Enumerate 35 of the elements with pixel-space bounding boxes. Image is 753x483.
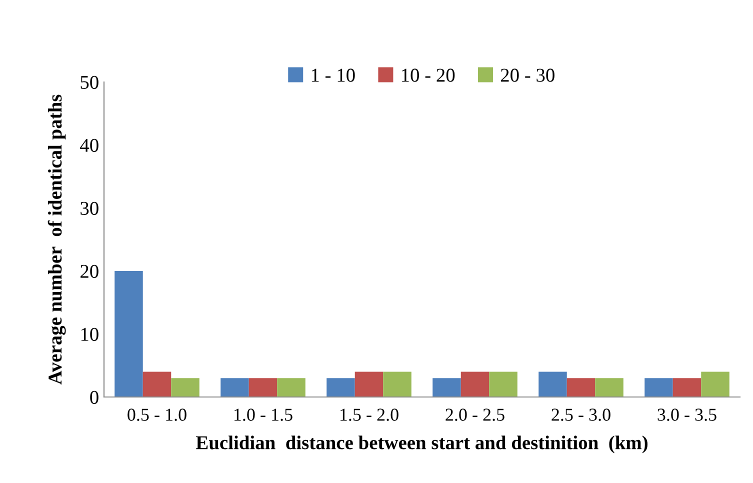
bar	[460, 372, 490, 397]
y-tick-label: 20	[80, 264, 98, 278]
x-tick-label: 0.5 - 1.0	[128, 408, 186, 421]
bar	[595, 378, 624, 397]
bar	[220, 378, 249, 397]
y-tick-label: 50	[80, 76, 98, 89]
bar	[142, 372, 172, 397]
legend-label: 10 - 20	[402, 68, 455, 82]
legend-label: 1 - 10	[312, 68, 355, 82]
bar	[277, 378, 306, 397]
bar	[701, 372, 730, 397]
y-axis-title: Average number of identical paths	[48, 94, 66, 385]
bar	[432, 378, 461, 397]
bar	[489, 372, 518, 397]
legend-label: 20 - 30	[500, 68, 554, 82]
bar	[354, 372, 384, 397]
y-tick-label: 10	[81, 328, 98, 341]
bar	[672, 378, 702, 397]
x-axis-title: Euclidian distance between start and destinition (km)	[196, 436, 648, 454]
bar	[171, 378, 200, 397]
x-tick-label: 2.5 - 3.0	[552, 408, 610, 421]
bar	[538, 372, 567, 397]
x-tick-label: 1.5 - 2.0	[340, 408, 398, 421]
y-tick-label: 30	[80, 202, 98, 215]
bar	[383, 372, 412, 397]
x-tick-label: 1.0 - 1.5	[234, 408, 292, 421]
y-tick-label: 40	[80, 138, 98, 152]
bar	[248, 378, 278, 397]
bar	[114, 271, 143, 397]
y-tick-label: 0	[90, 390, 98, 404]
x-tick-label: 3.0 - 3.5	[658, 408, 716, 421]
bar	[644, 378, 673, 397]
x-tick-label: 2.0 - 2.5	[446, 408, 504, 421]
bar	[326, 378, 355, 397]
bar	[566, 378, 596, 397]
